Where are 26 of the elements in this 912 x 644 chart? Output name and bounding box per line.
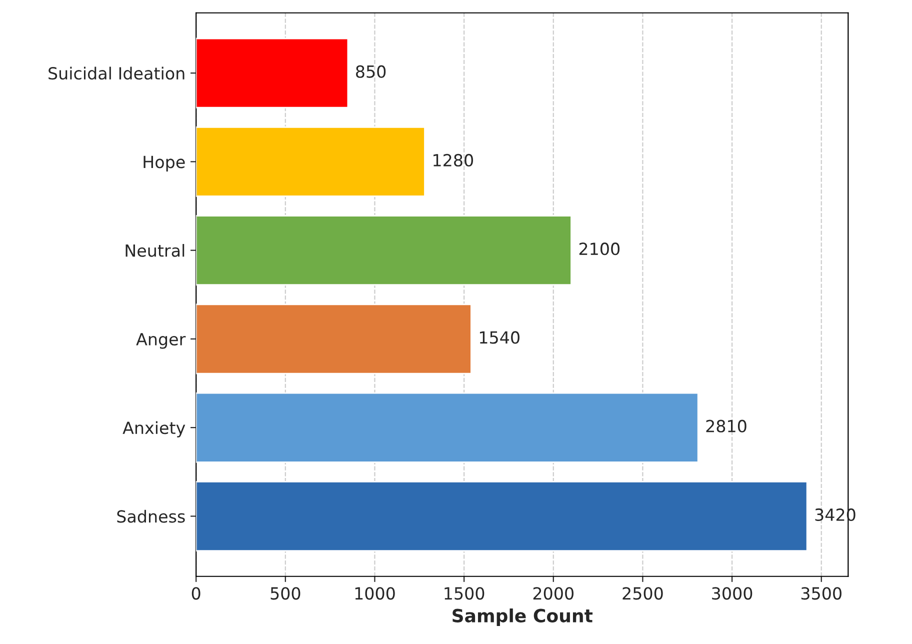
x-axis-title: Sample Count xyxy=(452,608,593,626)
y-tick-label: Neutral xyxy=(126,244,184,257)
y-tick-label: Hope xyxy=(144,156,185,172)
bar xyxy=(196,126,426,197)
x-tick-label: 3500 xyxy=(801,587,842,600)
bar xyxy=(196,392,699,463)
data-label: 1540 xyxy=(480,331,520,344)
x-tick-label: 3000 xyxy=(712,587,752,600)
bar xyxy=(196,38,349,108)
bar xyxy=(196,480,808,552)
x-tick-label: 0 xyxy=(192,587,200,600)
bar xyxy=(196,304,472,374)
data-label: 850 xyxy=(356,65,386,78)
data-label: 1280 xyxy=(434,154,474,167)
x-tick-label: 2500 xyxy=(622,587,663,600)
data-label: 2100 xyxy=(579,242,620,256)
bar xyxy=(196,215,572,286)
y-tick-label: Suicidal Ideation xyxy=(48,66,184,80)
x-tick-label: 2000 xyxy=(533,587,574,600)
data-label: 2810 xyxy=(706,420,746,432)
y-tick-label: Anxiety xyxy=(122,421,186,438)
y-tick-label: Sadness xyxy=(117,510,185,523)
x-tick-label: 500 xyxy=(270,587,300,600)
y-tick-label: Anger xyxy=(136,333,186,349)
x-tick-label: 1000 xyxy=(355,587,395,600)
x-tick-label: 1500 xyxy=(444,587,484,600)
